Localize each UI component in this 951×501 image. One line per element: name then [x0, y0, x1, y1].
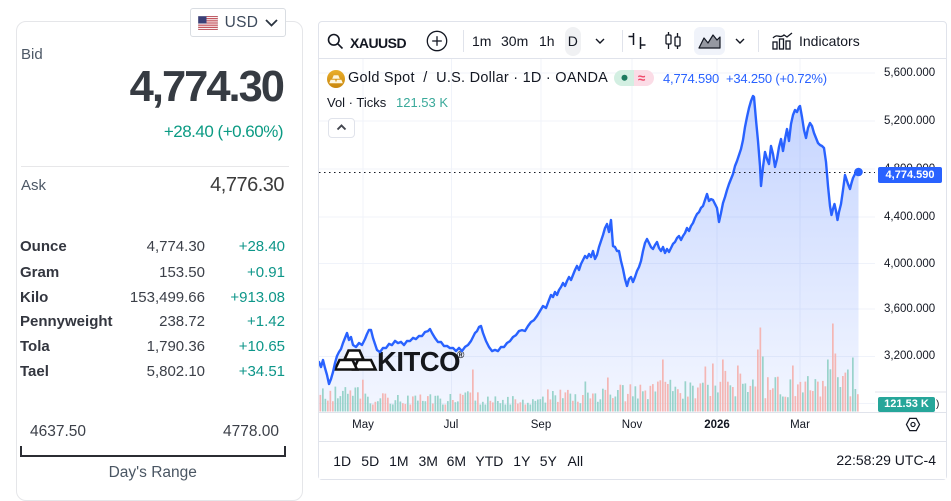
svg-text:≈: ≈: [638, 71, 646, 86]
svg-text:®: ®: [457, 350, 465, 361]
svg-text:KITCO: KITCO: [377, 346, 460, 377]
